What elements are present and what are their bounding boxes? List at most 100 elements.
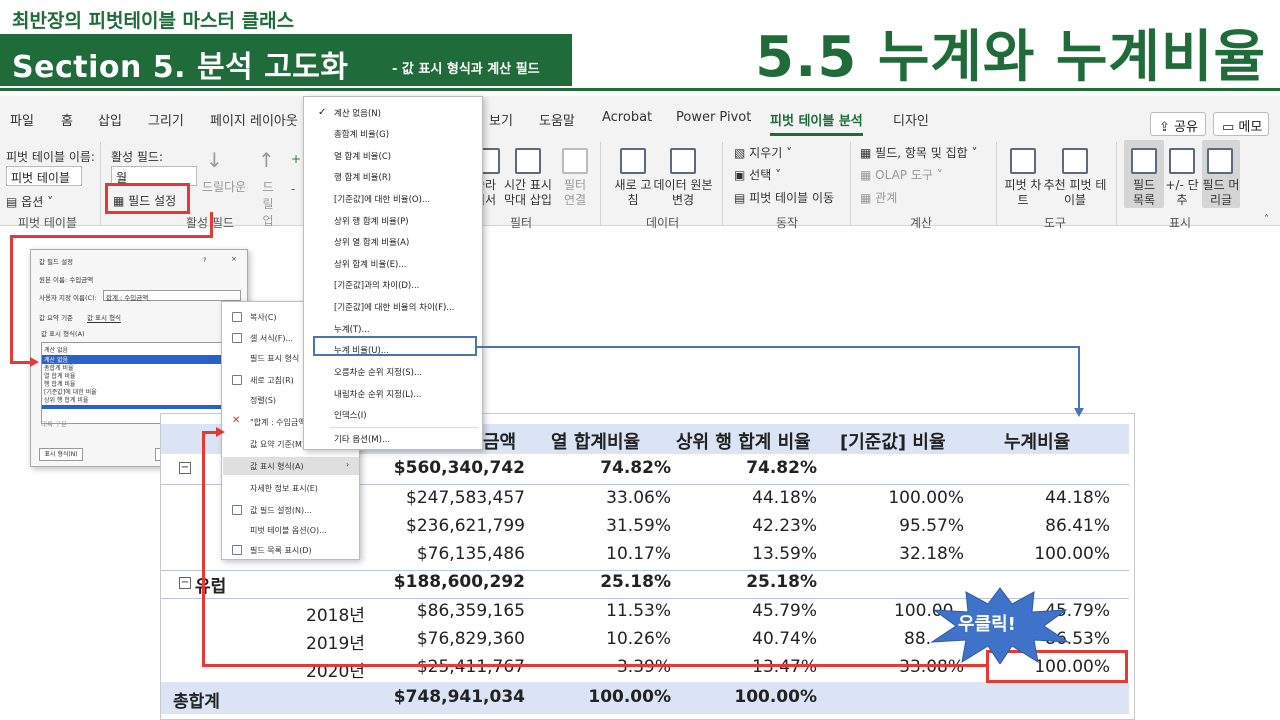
timeline-button[interactable]: 시간 표시 막대 삽입 bbox=[504, 178, 552, 207]
menu-item-refresh[interactable]: 새로 고침(R) bbox=[250, 376, 294, 385]
menu-item-pivot-options[interactable]: 피벗 테이블 옵션(O)... bbox=[250, 526, 327, 535]
collapse-toggle[interactable]: − bbox=[179, 462, 191, 474]
pivot-name-input[interactable]: 피벗 테이블 bbox=[6, 166, 82, 186]
menu-item-pct-parent-row[interactable]: 상위 행 합계 비율(P) bbox=[334, 217, 409, 227]
list-item[interactable]: 계산 없음 bbox=[42, 355, 235, 364]
list-item[interactable]: 상위 행 합계 비율 bbox=[44, 397, 89, 404]
relationships-button[interactable]: ▦ 관계 bbox=[860, 189, 897, 206]
connector-arrow-icon bbox=[216, 427, 225, 437]
recommended-pivot-button[interactable]: 추천 피벗 테이블 bbox=[1043, 178, 1107, 207]
menu-item-show-details[interactable]: 자세한 정보 표시(E) bbox=[250, 484, 318, 493]
menu-item-show-values-as[interactable]: 값 표시 형식(A) bbox=[250, 462, 304, 471]
menu-item-pct-column-total[interactable]: 열 합계 비율(C) bbox=[334, 152, 392, 162]
grand-total-band bbox=[161, 682, 1129, 714]
tab-file[interactable]: 파일 bbox=[10, 114, 34, 129]
options-button[interactable]: ▤ 옵션 ˅ bbox=[6, 195, 54, 209]
tab-home[interactable]: 홈 bbox=[61, 114, 73, 129]
tab-design[interactable]: 디자인 bbox=[893, 114, 929, 129]
excel-ribbon: 파일 홈 삽입 그리기 페이지 레이아웃 보기 도움말 Acrobat Powe… bbox=[0, 96, 1280, 230]
menu-item-value-field-settings[interactable]: 값 필드 설정(N)... bbox=[250, 506, 312, 515]
drill-down-button[interactable]: 드릴다운 bbox=[202, 180, 247, 194]
starburst-callout-icon bbox=[930, 587, 1070, 664]
tab-view[interactable]: 보기 bbox=[489, 114, 513, 129]
tab-page-layout[interactable]: 페이지 레이아웃 bbox=[210, 114, 298, 129]
dialog-tab-summarize[interactable]: 값 요약 기준 bbox=[39, 314, 74, 322]
pivot-chart-button[interactable]: 피벗 차트 bbox=[1004, 178, 1042, 207]
tab-pivot-analyze[interactable]: 피벗 테이블 분석 bbox=[770, 110, 863, 136]
fields-items-sets-button[interactable]: ▦ 필드, 항목 및 집합 ˅ bbox=[860, 146, 978, 160]
group-tools: 도구 bbox=[1044, 216, 1067, 230]
drill-up-button[interactable]: 드릴 업 bbox=[262, 180, 274, 228]
cell-parent-pct: 13.59% bbox=[752, 544, 817, 564]
dialog-base-field[interactable]: 대륙 구분 bbox=[41, 420, 67, 428]
menu-item-rank-descending[interactable]: 내림차순 순위 지정(L)... bbox=[334, 390, 422, 400]
clear-button[interactable]: ▧ 지우기 ˅ bbox=[734, 146, 793, 160]
cell-cumulative-pct: 44.18% bbox=[1045, 488, 1110, 508]
menu-item-summarize-by[interactable]: 값 요약 기준(M) bbox=[250, 440, 306, 449]
menu-item-running-total[interactable]: 누계(T)... bbox=[334, 325, 370, 335]
collapse-field-icon: - bbox=[291, 182, 296, 196]
plus-minus-buttons-button[interactable]: +/- 단추 bbox=[1165, 178, 1199, 207]
number-format-button[interactable]: 표시 형식(N) bbox=[39, 448, 83, 461]
field-headers-button[interactable]: 필드 머리글 bbox=[1202, 178, 1240, 207]
menu-item-index[interactable]: 인덱스(I) bbox=[334, 411, 367, 421]
dialog-custom-name-input[interactable]: 합계 : 수입금액 bbox=[103, 290, 241, 302]
menu-item-rank-ascending[interactable]: 오름차순 순위 지정(S)... bbox=[334, 368, 423, 378]
menu-item-number-format[interactable]: 필드 표시 형식 bbox=[250, 354, 300, 363]
menu-item-pct-of[interactable]: [기준값]에 대한 비율(O)... bbox=[334, 195, 431, 205]
memo-button[interactable]: ▭ 메모 bbox=[1213, 112, 1269, 136]
memo-label: 메모 bbox=[1238, 120, 1263, 135]
refresh-button[interactable]: 새로 고침 bbox=[614, 178, 652, 207]
menu-item-pct-grand-total[interactable]: 총합계 비율(G) bbox=[334, 130, 390, 140]
menu-item-copy[interactable]: 복사(C) bbox=[250, 313, 277, 322]
menu-item-pct-running-total[interactable]: 누계 비율(U)... bbox=[334, 346, 389, 356]
row-label-europe: 유럽 bbox=[195, 577, 227, 597]
header-cumulative-pct: 누계비율 bbox=[1004, 432, 1071, 453]
field-settings-button[interactable]: ▦ 필드 설정 bbox=[113, 192, 176, 209]
collapse-toggle[interactable]: − bbox=[179, 577, 191, 589]
value-field-settings-icon bbox=[232, 505, 242, 515]
menu-item-pct-parent-column[interactable]: 상위 열 합계 비율(A) bbox=[334, 238, 410, 248]
tab-acrobat[interactable]: Acrobat bbox=[602, 110, 653, 125]
list-item[interactable]: 열 합계 비율 bbox=[44, 373, 76, 380]
row-divider bbox=[161, 598, 1129, 599]
menu-item-pct-difference-from[interactable]: [기준값]에 대한 비율의 차이(F)... bbox=[334, 303, 455, 313]
filter-connect-button[interactable]: 필터 연결 bbox=[563, 178, 587, 207]
right-click-callout: 우클릭! bbox=[958, 614, 1016, 635]
dialog-close-icon[interactable]: × bbox=[231, 255, 237, 263]
list-item[interactable]: [기준값]에 대한 비율 bbox=[44, 389, 97, 396]
menu-item-format-cells[interactable]: 셀 서식(F)... bbox=[250, 334, 294, 343]
select-button[interactable]: ▣ 선택 ˅ bbox=[734, 168, 782, 182]
menu-item-difference-from[interactable]: [기준값]과의 차이(D)... bbox=[334, 281, 420, 291]
share-button[interactable]: ⇪ 공유 bbox=[1150, 112, 1206, 136]
list-item[interactable]: 총합계 비율 bbox=[44, 365, 74, 372]
dialog-help-icon[interactable]: ? bbox=[203, 256, 207, 264]
menu-item-show-field-list[interactable]: 필드 목록 표시(D) bbox=[250, 546, 312, 555]
collapse-ribbon-icon[interactable]: ˄ bbox=[1264, 214, 1269, 225]
dialog-show-as-list[interactable]: 계산 없음 계산 없음 총합계 비율 열 합계 비율 행 합계 비율 [기준값]… bbox=[41, 342, 236, 424]
tab-help[interactable]: 도움말 bbox=[539, 114, 575, 129]
fields-items-label: 필드, 항목 및 집합 bbox=[875, 146, 968, 160]
olap-tools-button[interactable]: ▦ OLAP 도구 ˅ bbox=[860, 168, 943, 182]
list-item[interactable]: 계산 없음 bbox=[44, 347, 68, 354]
ribbon-separator bbox=[600, 142, 601, 226]
menu-item-sort[interactable]: 정렬(S) bbox=[250, 396, 277, 405]
cell-parent-pct: 40.74% bbox=[752, 629, 817, 649]
section-subtitle: - 값 표시 형식과 계산 필드 bbox=[392, 62, 540, 77]
tab-power-pivot[interactable]: Power Pivot bbox=[676, 110, 752, 125]
menu-item-pct-row-total[interactable]: 행 합계 비율(R) bbox=[334, 173, 392, 183]
field-list-button[interactable]: 필드 목록 bbox=[1132, 178, 1156, 207]
menu-item-more-options[interactable]: 기타 옵션(M)... bbox=[334, 435, 391, 445]
tab-draw[interactable]: 그리기 bbox=[148, 114, 184, 129]
menu-item-remove[interactable]: "합계 : 수입금액" 제거(V) bbox=[250, 418, 339, 427]
format-cells-icon bbox=[232, 333, 242, 343]
move-pivot-button[interactable]: ▤ 피벗 테이블 이동 bbox=[734, 189, 834, 206]
dialog-source-name: 원본 이름: 수입금액 bbox=[39, 276, 94, 284]
dialog-tab-show-as[interactable]: 값 표시 형식 bbox=[87, 314, 122, 323]
list-item[interactable]: 행 합계 비율 bbox=[44, 381, 76, 388]
group-active-field: 활성 필드 bbox=[186, 216, 234, 230]
menu-item-no-calculation[interactable]: 계산 없음(N) bbox=[334, 109, 381, 119]
tab-insert[interactable]: 삽입 bbox=[98, 114, 122, 129]
change-data-source-button[interactable]: 데이터 원본 변경 bbox=[653, 178, 713, 207]
menu-item-pct-parent-total[interactable]: 상위 합계 비율(E)... bbox=[334, 260, 407, 270]
